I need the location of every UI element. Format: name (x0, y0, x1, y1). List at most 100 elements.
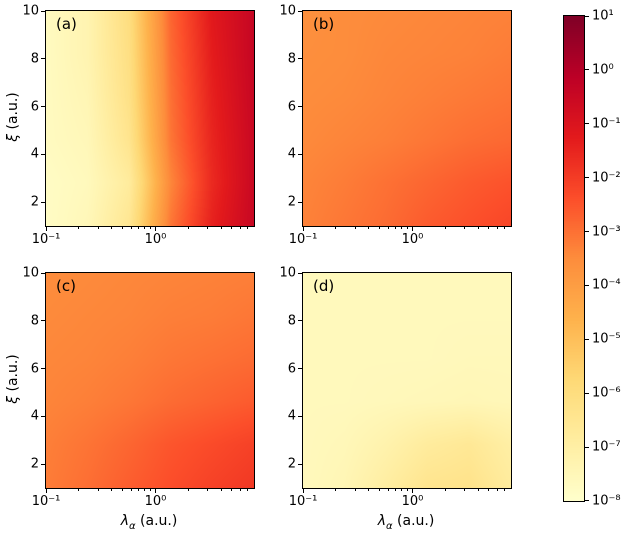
colorbar-tick (585, 392, 589, 394)
y-tick-label: 6 (287, 361, 296, 377)
y-tick-label: 6 (30, 99, 39, 115)
panel-c-label: (c) (56, 277, 76, 295)
y-axis-label-bottom: ξ (a.u.) (5, 354, 21, 404)
y-tick (41, 272, 45, 274)
x-units: (a.u.) (135, 513, 178, 529)
y-tick (298, 463, 302, 465)
colorbar-tick-label: 10⁻⁷ (592, 439, 621, 455)
x-tick-label: 10⁰ (401, 494, 424, 509)
x-tick-label: 10⁻¹ (31, 494, 61, 509)
colorbar-tick-label: 10⁻² (592, 170, 621, 186)
y-tick (41, 463, 45, 465)
y-tick-label: 2 (30, 194, 39, 210)
y-tick-label: 2 (30, 456, 39, 472)
x-major-tick (411, 489, 413, 493)
x-minor-tick (130, 489, 132, 491)
y-tick (41, 58, 45, 60)
x-minor-tick (111, 227, 113, 229)
y-units: (a.u.) (5, 354, 21, 396)
x-minor-tick (231, 489, 233, 491)
x-minor-tick (335, 227, 337, 229)
x-minor-tick (220, 227, 222, 229)
y-axis-label-top: ξ (a.u.) (5, 92, 21, 142)
x-minor-tick (477, 227, 479, 229)
x-minor-tick (354, 489, 356, 491)
y-tick (298, 106, 302, 108)
x-minor-tick (231, 227, 233, 229)
lambda-symbol: λ (120, 513, 129, 529)
x-minor-tick (477, 489, 479, 491)
x-minor-tick (122, 489, 124, 491)
panel-b-plot: (b) 10⁻¹ 10⁰ 2 4 6 8 10 (279, 4, 512, 247)
panel-d-label: (d) (313, 277, 335, 295)
x-minor-tick (368, 489, 370, 491)
colorbar-tick (585, 446, 589, 448)
y-tick (41, 415, 45, 417)
x-minor-tick (406, 489, 408, 491)
x-minor-tick (464, 227, 466, 229)
x-minor-tick (111, 489, 113, 491)
x-units: (a.u.) (392, 513, 435, 529)
x-axis-label-left: λα (a.u.) (121, 513, 178, 532)
x-minor-tick (149, 489, 151, 491)
x-minor-tick (207, 227, 209, 229)
x-major-tick (302, 489, 304, 493)
x-minor-tick (387, 489, 389, 491)
y-tick (298, 153, 302, 155)
x-minor-tick (387, 227, 389, 229)
x-minor-tick (122, 227, 124, 229)
y-tick-label: 4 (30, 146, 39, 162)
x-minor-tick (78, 227, 80, 229)
colorbar-tick-label: 10⁻¹ (592, 116, 621, 132)
y-tick-label: 6 (287, 99, 296, 115)
x-major-tick (154, 227, 156, 231)
x-tick-label: 10⁰ (144, 494, 167, 509)
y-tick (298, 58, 302, 60)
x-major-tick (302, 227, 304, 231)
x-minor-tick (335, 489, 337, 491)
x-minor-tick (207, 489, 209, 491)
colorbar-tick-label: 10⁻⁶ (592, 385, 621, 401)
x-minor-tick (464, 489, 466, 491)
y-tick-label: 8 (287, 313, 296, 329)
colorbar-tick-label: 10⁻⁸ (592, 493, 621, 509)
x-minor-tick (395, 227, 396, 229)
x-minor-tick (379, 489, 381, 491)
x-major-tick (154, 489, 156, 493)
y-tick (298, 272, 302, 274)
x-minor-tick (247, 227, 249, 229)
x-minor-tick (220, 489, 222, 491)
x-minor-tick (144, 489, 146, 491)
x-minor-tick (444, 227, 446, 229)
x-minor-tick (504, 489, 506, 491)
colorbar-tick-label: 10⁻⁴ (592, 277, 621, 293)
x-minor-tick (406, 227, 408, 229)
y-tick (41, 320, 45, 322)
x-tick-label: 10⁻¹ (288, 494, 318, 509)
y-tick (41, 201, 45, 203)
y-tick-label: 2 (287, 456, 296, 472)
y-tick (298, 415, 302, 417)
colorbar-tick (585, 69, 589, 71)
y-tick-label: 10 (279, 265, 296, 281)
y-tick-label: 10 (22, 3, 39, 19)
y-tick (41, 368, 45, 370)
heatmap-c (46, 273, 254, 488)
x-minor-tick (401, 489, 403, 491)
heatmap-a (46, 11, 254, 226)
x-major-tick (45, 489, 47, 493)
y-tick (298, 368, 302, 370)
y-tick (298, 10, 302, 12)
x-minor-tick (78, 489, 80, 491)
alpha-subscript: α (128, 520, 136, 532)
y-tick-label: 10 (22, 265, 39, 281)
y-tick-label: 8 (30, 313, 39, 329)
panel-d-plot: (d) 10⁻¹ 10⁰ 2 4 6 8 10 (279, 266, 512, 509)
y-tick-label: 4 (287, 146, 296, 162)
colorbar-tick-label: 10¹ (592, 8, 614, 24)
xi-symbol: ξ (5, 395, 21, 404)
x-minor-tick (504, 227, 506, 229)
colorbar-tick-label: 10⁰ (592, 62, 614, 78)
x-minor-tick (395, 489, 396, 491)
alpha-subscript: α (385, 520, 393, 532)
